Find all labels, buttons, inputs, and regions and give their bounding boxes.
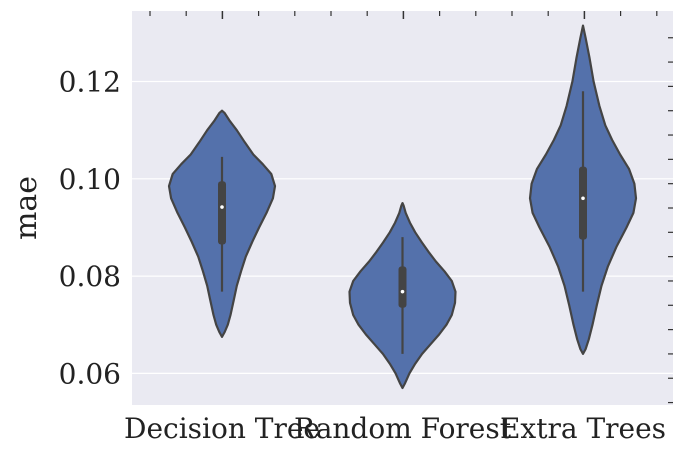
y-tick-label: 0.12: [59, 66, 121, 99]
violin-iqr-box: [579, 166, 587, 240]
violin-median: [400, 289, 405, 294]
y-tick-label: 0.06: [59, 357, 121, 390]
y-tick-label: 0.10: [59, 163, 121, 196]
y-axis-label: mae: [9, 176, 44, 240]
violin-median: [581, 196, 585, 201]
y-tick-labels: 0.06 0.08 0.10 0.12: [59, 66, 121, 391]
y-tick-label: 0.08: [59, 260, 121, 293]
violin-median: [220, 205, 224, 209]
x-tick-label: Random Forest: [294, 412, 512, 445]
axis-ticks: [149, 11, 673, 404]
violins: [167, 24, 638, 390]
x-tick-label: Decision Tree: [124, 412, 320, 445]
x-tick-label: Extra Trees: [500, 412, 666, 445]
violin-iqr-box: [218, 181, 226, 245]
violin-iqr-box: [398, 266, 407, 308]
